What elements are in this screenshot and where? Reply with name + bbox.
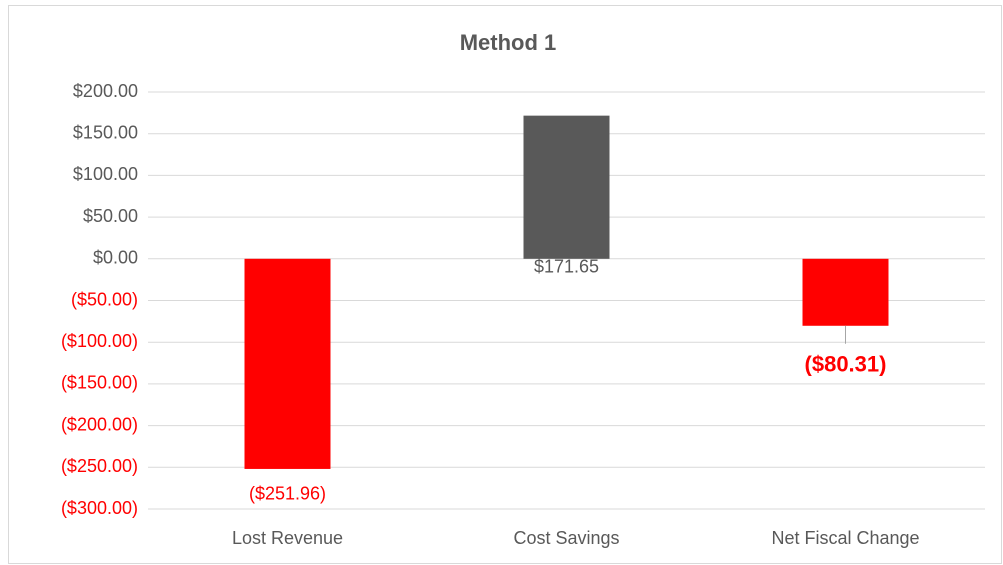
x-tick-label: Cost Savings <box>513 528 619 548</box>
y-tick-label: ($150.00) <box>61 373 138 393</box>
chart-title: Method 1 <box>460 30 557 55</box>
x-tick-label: Lost Revenue <box>232 528 343 548</box>
bar <box>802 258 889 326</box>
y-tick-label: $50.00 <box>83 206 138 226</box>
data-label: ($80.31) <box>805 352 887 377</box>
y-tick-label: ($50.00) <box>71 289 138 309</box>
bar <box>523 115 610 259</box>
data-label: ($251.96) <box>249 484 326 504</box>
y-tick-label: $150.00 <box>73 122 138 142</box>
y-tick-label: ($100.00) <box>61 331 138 351</box>
y-tick-label: ($250.00) <box>61 456 138 476</box>
x-tick-label: Net Fiscal Change <box>771 528 919 548</box>
y-tick-label: $100.00 <box>73 164 138 184</box>
y-tick-label: $0.00 <box>93 248 138 268</box>
y-tick-label: ($200.00) <box>61 414 138 434</box>
y-tick-label: ($300.00) <box>61 498 138 518</box>
bar <box>244 258 331 469</box>
y-tick-label: $200.00 <box>73 81 138 101</box>
data-label: $171.65 <box>534 257 599 277</box>
